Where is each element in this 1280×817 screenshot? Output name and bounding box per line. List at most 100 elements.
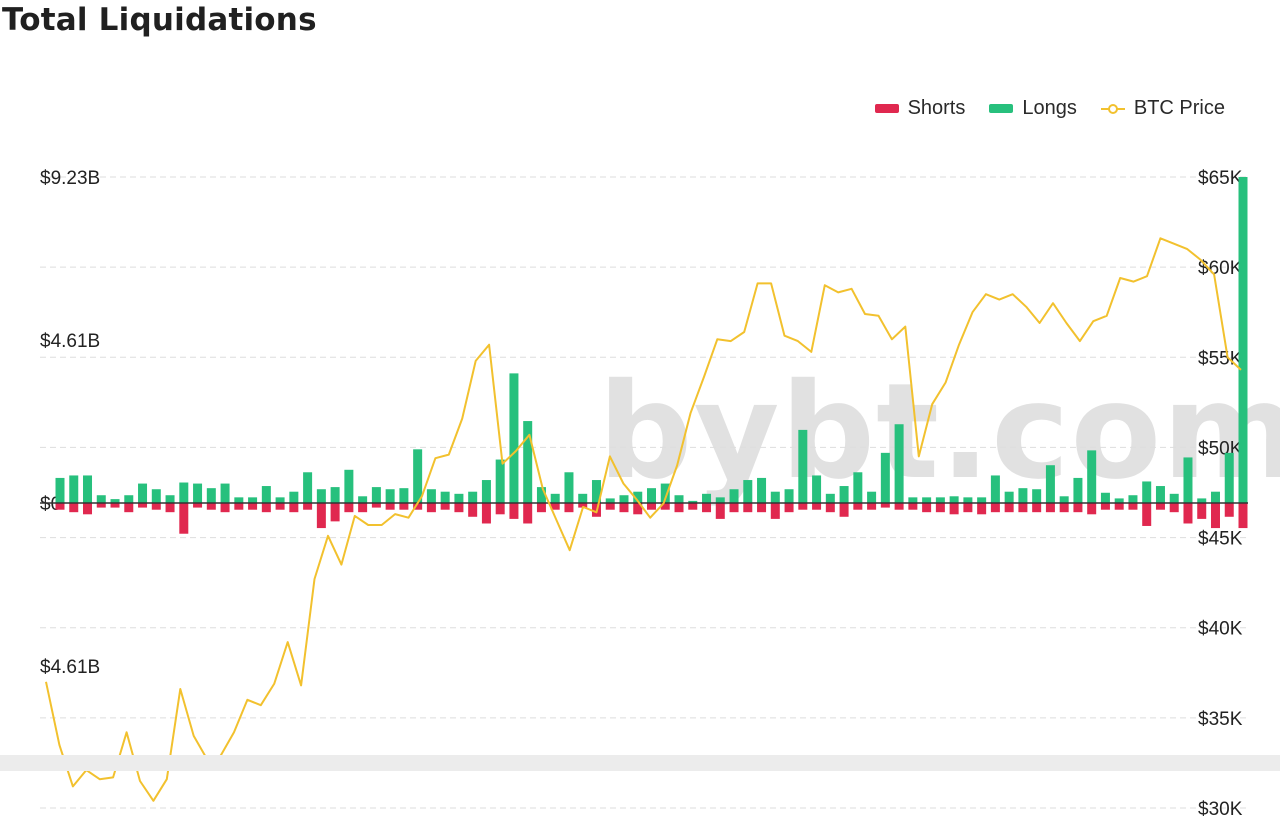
longs-bar (248, 497, 258, 503)
longs-bar (578, 493, 588, 503)
left-tick-label: $4.61B (40, 657, 100, 678)
longs-bar (55, 477, 65, 503)
longs-bar (688, 500, 698, 503)
longs-bar (660, 483, 670, 503)
longs-bar (1032, 489, 1042, 503)
longs-bar (798, 429, 808, 503)
right-tick-label: $55K (1198, 348, 1243, 369)
shorts-bar (853, 503, 863, 510)
shorts-bar (605, 503, 615, 510)
shorts-swatch-icon (874, 104, 899, 113)
longs-bar (275, 497, 285, 503)
scroll-band (0, 755, 1280, 771)
longs-bar (1128, 495, 1138, 503)
longs-bar (770, 491, 780, 503)
legend-label-longs: Longs (1022, 97, 1077, 119)
longs-bar (468, 491, 478, 503)
shorts-bar (647, 503, 656, 510)
legend-label-shorts: Shorts (907, 97, 966, 119)
longs-bar (949, 496, 959, 503)
longs-bar (206, 488, 216, 503)
right-tick-label: $35K (1198, 709, 1243, 730)
shorts-bar (880, 503, 890, 508)
shorts-bar (1238, 503, 1248, 529)
shorts-bar (440, 503, 450, 510)
longs-bar (426, 489, 436, 503)
longs-bar (977, 497, 987, 503)
shorts-bar (935, 503, 945, 513)
longs-bar (261, 486, 271, 503)
longs-bar (151, 489, 161, 503)
longs-bar (1073, 477, 1083, 503)
longs-bar (1114, 498, 1124, 503)
shorts-bar (770, 503, 780, 519)
longs-bar (702, 493, 712, 503)
longs-bar (316, 489, 326, 503)
longs-bar (784, 489, 794, 503)
shorts-bar (977, 503, 987, 515)
shorts-bar (1155, 503, 1165, 510)
shorts-bar (206, 503, 216, 510)
shorts-bar (922, 503, 932, 513)
shorts-bar (633, 503, 643, 515)
shorts-bar (248, 503, 258, 510)
shorts-bar (1087, 503, 1097, 515)
longs-bar (454, 493, 464, 503)
shorts-bar (454, 503, 464, 513)
longs-bar (399, 488, 409, 503)
shorts-bar (1073, 503, 1083, 513)
longs-bar (83, 475, 93, 503)
shorts-bar (138, 503, 148, 508)
shorts-bar (83, 503, 93, 515)
shorts-bar (193, 503, 203, 508)
shorts-bar (867, 503, 877, 510)
shorts-bar (426, 503, 436, 513)
longs-bar (385, 489, 395, 503)
btc-price-line-icon (1100, 103, 1125, 115)
longs-bar (110, 499, 120, 503)
longs-bar (963, 497, 973, 503)
longs-bar (894, 424, 904, 503)
shorts-bar (344, 503, 354, 513)
shorts-bar (660, 503, 670, 510)
longs-bar (509, 373, 519, 503)
shorts-bar (1004, 503, 1014, 513)
right-tick-label: $45K (1198, 529, 1243, 550)
longs-bar (633, 491, 643, 503)
longs-bar (1045, 465, 1055, 503)
legend-item-longs[interactable]: Longs (989, 97, 1077, 120)
longs-bar (743, 480, 753, 503)
legend-item-btc-price[interactable]: BTC Price (1100, 97, 1225, 120)
shorts-bar (481, 503, 491, 524)
left-tick-label: $9.23B (40, 168, 100, 189)
longs-bar (481, 480, 491, 503)
shorts-bar (784, 503, 794, 513)
shorts-bar (509, 503, 519, 519)
shorts-bar (316, 503, 326, 529)
shorts-bar (1183, 503, 1193, 524)
shorts-bar (165, 503, 175, 513)
shorts-bar (55, 503, 65, 510)
longs-bar (358, 496, 368, 503)
shorts-bar (220, 503, 230, 513)
shorts-bar (839, 503, 849, 517)
shorts-bar (1100, 503, 1110, 510)
longs-bar (715, 497, 725, 503)
shorts-bar (468, 503, 478, 517)
shorts-bar (715, 503, 725, 519)
shorts-bar (743, 503, 753, 513)
shorts-bar (399, 503, 409, 510)
shorts-bar (798, 503, 808, 510)
longs-bar (647, 488, 656, 503)
shorts-bar (495, 503, 505, 515)
shorts-bar (619, 503, 629, 513)
longs-bar (853, 472, 863, 503)
longs-bar (179, 482, 189, 503)
longs-bar (193, 483, 203, 503)
shorts-bar (1224, 503, 1234, 517)
longs-bar (908, 497, 918, 503)
longs-bar (69, 475, 79, 503)
shorts-bar (289, 503, 299, 513)
legend-item-shorts[interactable]: Shorts (874, 97, 966, 120)
